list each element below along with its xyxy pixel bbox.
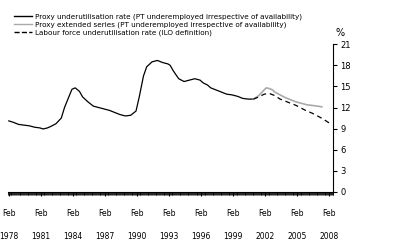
Text: 1996: 1996 bbox=[191, 232, 210, 241]
Text: 1984: 1984 bbox=[63, 232, 83, 241]
Text: 1990: 1990 bbox=[127, 232, 146, 241]
Text: Feb: Feb bbox=[98, 209, 112, 218]
Text: Feb: Feb bbox=[322, 209, 336, 218]
Text: Feb: Feb bbox=[130, 209, 144, 218]
Text: Feb: Feb bbox=[226, 209, 240, 218]
Text: Feb: Feb bbox=[194, 209, 208, 218]
Text: 2008: 2008 bbox=[319, 232, 339, 241]
Text: 2002: 2002 bbox=[255, 232, 275, 241]
Text: Feb: Feb bbox=[290, 209, 304, 218]
Text: 1999: 1999 bbox=[223, 232, 243, 241]
Text: Feb: Feb bbox=[34, 209, 48, 218]
Text: Feb: Feb bbox=[258, 209, 272, 218]
Text: 1981: 1981 bbox=[31, 232, 50, 241]
Text: 2005: 2005 bbox=[287, 232, 306, 241]
Text: 1987: 1987 bbox=[95, 232, 114, 241]
Text: Feb: Feb bbox=[66, 209, 79, 218]
Text: Feb: Feb bbox=[2, 209, 15, 218]
Text: Feb: Feb bbox=[162, 209, 175, 218]
Text: 1978: 1978 bbox=[0, 232, 18, 241]
Text: %: % bbox=[335, 28, 345, 38]
Text: 1993: 1993 bbox=[159, 232, 179, 241]
Legend: Proxy underutilisation rate (PT underemployed irrespective of availability), Pro: Proxy underutilisation rate (PT underemp… bbox=[12, 11, 305, 39]
